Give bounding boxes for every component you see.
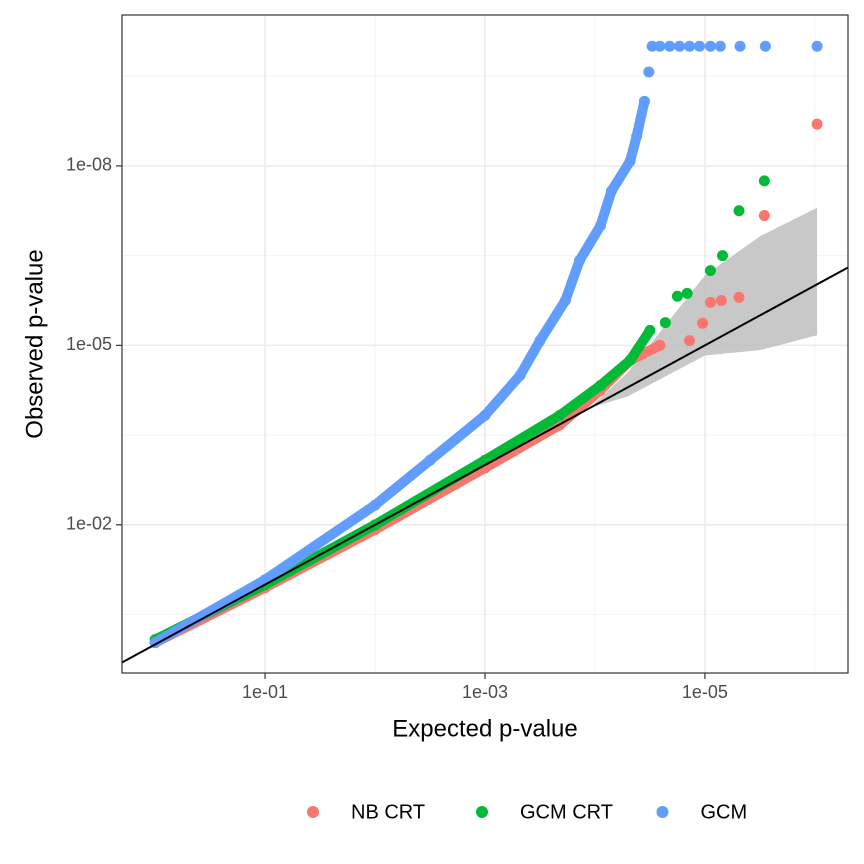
point — [681, 287, 693, 299]
legend: NB CRT GCM CRT GCM — [307, 801, 747, 823]
point — [674, 40, 686, 52]
point — [624, 354, 636, 366]
point — [733, 205, 745, 217]
point — [697, 317, 709, 329]
point — [479, 409, 491, 421]
point — [514, 369, 526, 381]
point — [671, 290, 683, 302]
point — [659, 317, 671, 329]
point — [758, 210, 770, 222]
point — [694, 40, 706, 52]
x-axis-title: Expected p-value — [392, 715, 577, 742]
y-tick-label: 1e-08 — [66, 155, 112, 175]
point — [594, 220, 606, 232]
point — [654, 40, 666, 52]
series-band-stroke — [150, 96, 650, 648]
point — [715, 295, 727, 307]
x-tick-label: 1e-03 — [462, 682, 508, 702]
point — [646, 40, 658, 52]
point — [624, 155, 636, 167]
point — [664, 40, 676, 52]
point — [811, 118, 823, 130]
confidence-band — [589, 207, 818, 409]
plot-area — [122, 40, 848, 664]
y-tick-label: 1e-05 — [66, 334, 112, 354]
legend-marker — [656, 806, 669, 818]
point — [638, 95, 650, 107]
point — [554, 409, 566, 421]
legend-label: GCM — [701, 801, 748, 823]
point — [559, 295, 571, 307]
point — [714, 40, 726, 52]
point — [704, 265, 716, 277]
point — [644, 324, 656, 336]
point — [704, 296, 716, 308]
point — [574, 254, 586, 266]
point — [594, 379, 606, 391]
point — [811, 40, 823, 52]
point — [424, 454, 436, 466]
point — [717, 250, 729, 262]
x-tick-label: 1e-05 — [682, 682, 728, 702]
x-tick-label: 1e-01 — [242, 682, 288, 702]
legend-marker — [307, 806, 319, 818]
y-axis-title: Observed p-value — [21, 249, 48, 438]
legend-label: NB CRT — [351, 801, 425, 823]
legend-marker — [476, 806, 488, 818]
point — [605, 185, 617, 197]
reference-line — [122, 266, 848, 664]
point — [654, 339, 666, 351]
point — [534, 335, 546, 347]
point — [758, 175, 770, 187]
point — [733, 291, 745, 303]
point — [704, 40, 716, 52]
axes: 1e-01 1e-03 1e-05 1e-02 1e-05 1e-08 — [66, 155, 728, 702]
point — [369, 499, 381, 511]
y-tick-label: 1e-02 — [66, 514, 112, 534]
point — [734, 40, 746, 52]
point — [684, 40, 696, 52]
point — [631, 130, 643, 142]
point — [643, 66, 655, 78]
point — [759, 40, 771, 52]
point — [684, 335, 696, 347]
legend-label: GCM CRT — [520, 801, 613, 823]
